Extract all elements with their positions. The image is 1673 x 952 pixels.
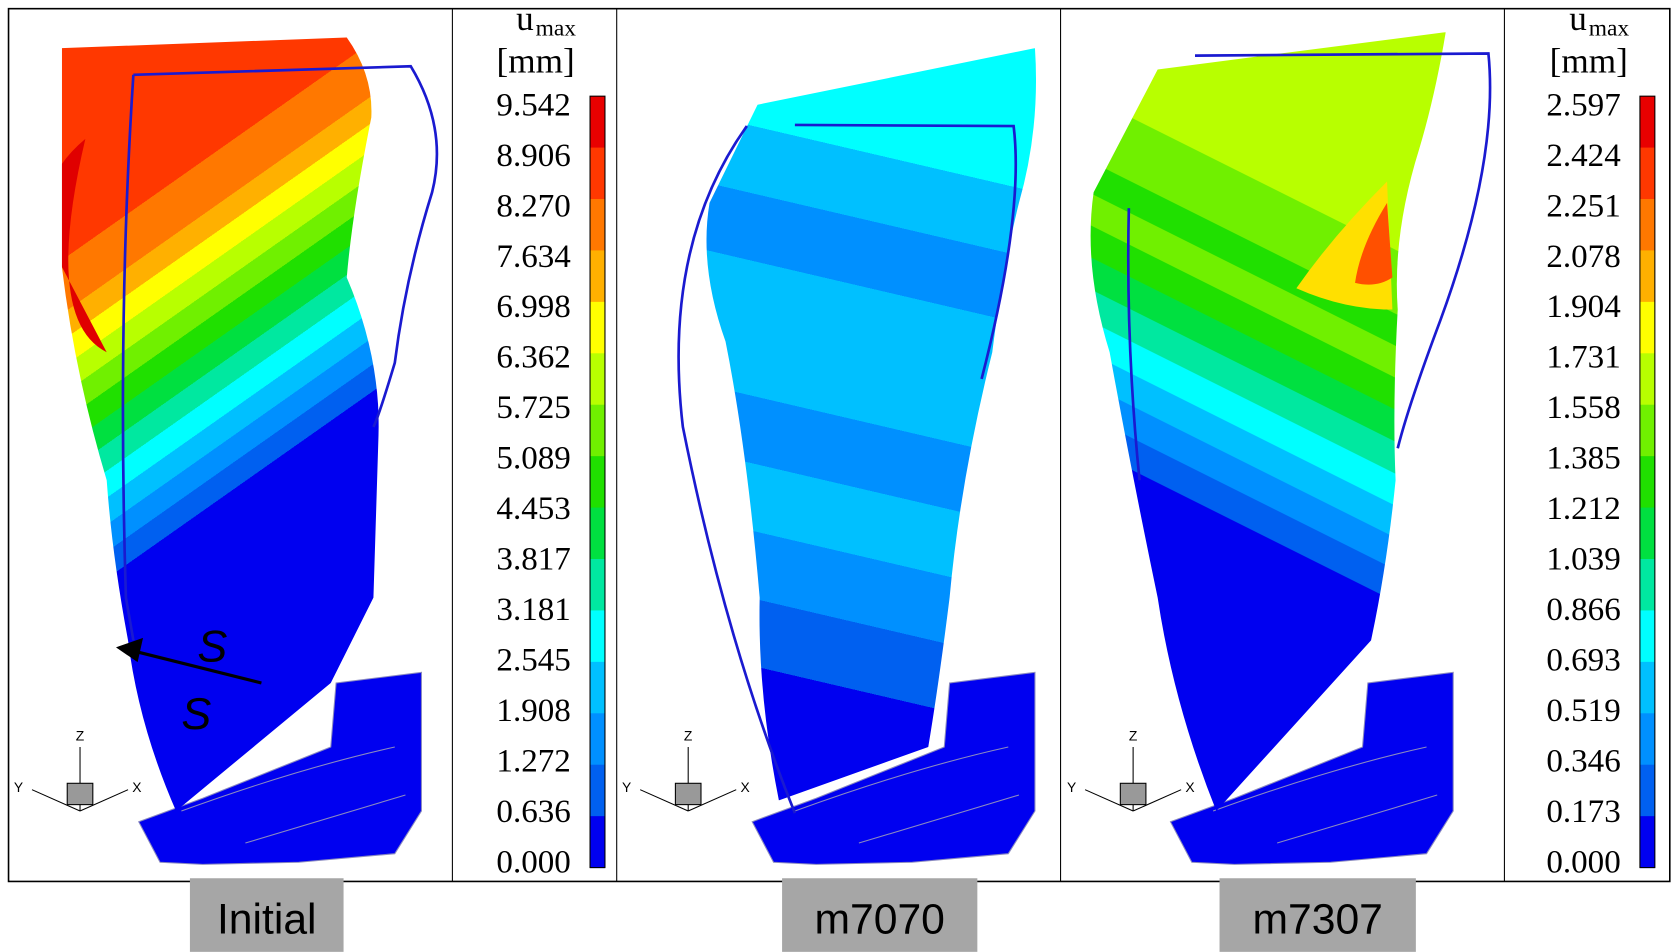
colorbar-band [590,405,605,457]
colorbar-band [590,610,605,662]
colorbar-tick-label: 9.542 [496,87,570,123]
colorbar-tick-label: 1.385 [1546,441,1620,477]
colorbar-tick-label: 1.904 [1546,289,1621,325]
colorbar-band [590,250,605,302]
panel-label: m7070 [814,896,944,944]
colorbar-tick-label: 2.597 [1546,87,1620,123]
colorbar-tick-label: 3.181 [496,592,570,628]
axis-cube [67,783,93,804]
colorbar-band [590,199,605,251]
annotation: S [181,689,211,739]
colorbar-band [590,713,605,765]
axis-cube [675,783,701,804]
colorbar-tick-label: 1.558 [1546,390,1620,426]
axis-cube [1120,783,1146,804]
colorbar-band [1640,456,1655,508]
colorbar-band [590,816,605,868]
colorbar-tick-label: 1.212 [1546,491,1620,527]
colorbar-band [1640,250,1655,302]
colorbar-tick-label: 0.519 [1546,693,1620,729]
axis-label: Y [14,779,23,795]
colorbar-unit: [mm] [497,42,575,81]
colorbar-tick-label: 6.362 [496,340,570,376]
colorbar-band [1640,148,1655,200]
colorbar-tick-label: 2.078 [1546,239,1620,275]
page: {"panels":[{"label":"Initial"},{"label":… [0,0,1673,952]
axis-label: Y [622,779,631,795]
axis-label: Z [76,728,85,744]
axis-label: Z [684,728,693,744]
colorbar-band [1640,765,1655,817]
colorbar-tick-label: 0.636 [496,794,570,830]
colorbar-band [1640,610,1655,662]
colorbar-band [1640,713,1655,765]
colorbar-tick-label: 8.270 [496,188,570,224]
colorbar-tick-label: 2.424 [1546,138,1621,174]
colorbar-tick-label: 3.817 [496,542,570,578]
colorbar-subscript: max [1589,15,1630,41]
colorbar-band [590,662,605,714]
colorbar-unit: [mm] [1550,42,1628,81]
colorbar-band [1640,662,1655,714]
colorbar-band [590,96,605,148]
colorbar-band [590,148,605,200]
colorbar-band [590,508,605,560]
axis-label: X [740,779,749,795]
colorbar-band [1640,302,1655,354]
colorbar-band [1640,353,1655,405]
colorbar-tick-label: 4.453 [496,491,570,527]
panel-label: Initial [217,896,317,944]
annotation: S [197,622,227,672]
colorbar-tick-label: 1.731 [1546,340,1620,376]
colorbar-title: u [516,0,534,38]
colorbar-band [590,559,605,611]
axis-label: Y [1067,779,1076,795]
colorbar-band [1640,816,1655,868]
panel-label: m7307 [1252,896,1382,944]
colorbar-band [1640,96,1655,148]
colorbar-tick-label: 0.173 [1546,794,1620,830]
axis-label: X [1185,779,1194,795]
colorbar-tick-label: 1.039 [1546,542,1620,578]
colorbar-tick-label: 0.866 [1546,592,1620,628]
colorbar-tick-label: 7.634 [496,239,571,275]
colorbar-tick-label: 0.346 [1546,743,1620,779]
colorbar-band [590,353,605,405]
colorbar-tick-label: 0.000 [496,844,570,880]
figure: S S ZYXZYXZYX umax[mm]9.5428.9068.2707.6… [0,0,1673,952]
colorbar-band [1640,559,1655,611]
colorbar-title: u [1569,0,1587,38]
colorbar-subscript: max [536,15,577,41]
colorbar-band [590,302,605,354]
colorbar-tick-label: 8.906 [496,138,570,174]
colorbar-tick-label: 0.693 [1546,643,1620,679]
colorbar-tick-label: 0.000 [1546,844,1620,880]
colorbar-band [1640,405,1655,457]
colorbar-tick-label: 2.545 [496,643,570,679]
colorbar-tick-label: 1.272 [496,743,570,779]
colorbar-tick-label: 1.908 [496,693,570,729]
colorbar-band [590,765,605,817]
axis-label: Z [1129,728,1138,744]
colorbar-tick-label: 2.251 [1546,188,1620,224]
axis-label: X [132,779,141,795]
colorbar-band [590,456,605,508]
colorbar-tick-label: 6.998 [496,289,570,325]
colorbar-tick-label: 5.089 [496,441,570,477]
colorbar-band [1640,199,1655,251]
colorbar-band [1640,508,1655,560]
colorbar-tick-label: 5.725 [496,390,570,426]
